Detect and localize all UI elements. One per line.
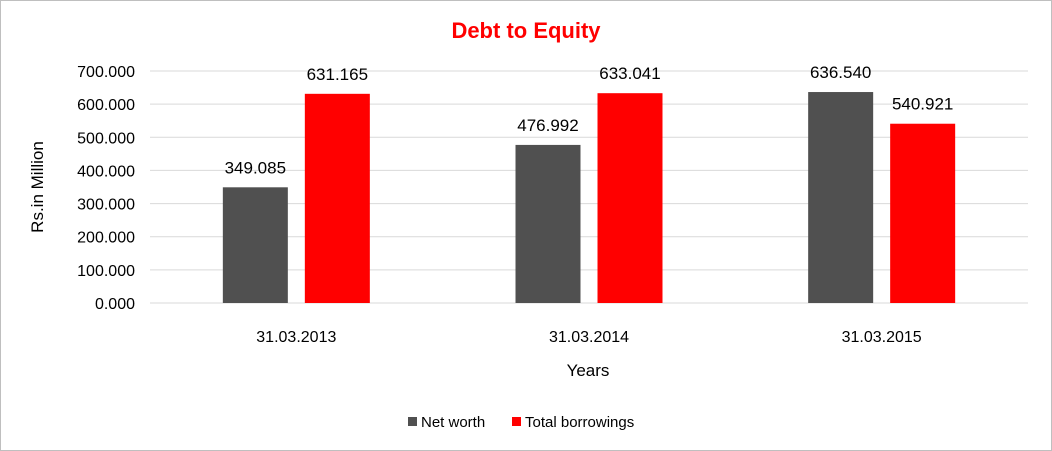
total-borrowings-bar: [304, 93, 370, 303]
y-tick-label: 600.000: [77, 97, 135, 114]
net-worth-bar: [222, 187, 288, 303]
total-borrowings-bar: [890, 123, 956, 303]
bars: [222, 92, 956, 303]
x-axis-ticks: 31.03.2013 31.03.2014 31.03.2015: [256, 329, 922, 346]
total-borrowings-data-label: 631.165: [307, 65, 368, 84]
y-tick-label: 300.000: [77, 197, 135, 214]
net-worth-bar: [515, 144, 581, 303]
y-tick-label: 100.000: [77, 263, 135, 280]
total-borrowings-bar: [597, 93, 663, 303]
y-tick-label: 200.000: [77, 230, 135, 247]
net-worth-data-label: 636.540: [810, 63, 871, 82]
net-worth-data-label: 349.085: [225, 158, 286, 177]
data-labels: 349.085 631.165 476.992 633.041 636.540 540.9…: [225, 63, 954, 177]
legend-swatch-total-borrowings: [512, 417, 521, 426]
x-axis-title: Years: [567, 361, 610, 380]
net-worth-data-label: 476.992: [517, 116, 578, 135]
legend-label-total-borrowings: Total borrowings: [525, 414, 634, 431]
chart-title: Debt to Equity: [451, 18, 601, 43]
legend-label-net-worth: Net worth: [421, 414, 485, 431]
y-tick-label: 700.000: [77, 64, 135, 81]
y-axis-ticks: 0.000 100.000 200.000 300.000 400.000 500.000…: [77, 64, 135, 313]
y-tick-label: 0.000: [95, 296, 135, 313]
y-tick-label: 400.000: [77, 163, 135, 180]
total-borrowings-data-label: 540.921: [892, 95, 953, 114]
legend-swatch-net-worth: [408, 417, 417, 426]
net-worth-bar: [808, 92, 874, 303]
y-tick-label: 500.000: [77, 130, 135, 147]
total-borrowings-data-label: 633.041: [599, 64, 660, 83]
x-tick-label: 31.03.2014: [549, 329, 629, 346]
y-axis-title: Rs.in Million: [28, 141, 47, 233]
x-tick-label: 31.03.2013: [256, 329, 336, 346]
gridlines: [150, 70, 1028, 304]
legend: Net worth Total borrowings: [408, 414, 634, 431]
x-tick-label: 31.03.2015: [842, 329, 922, 346]
